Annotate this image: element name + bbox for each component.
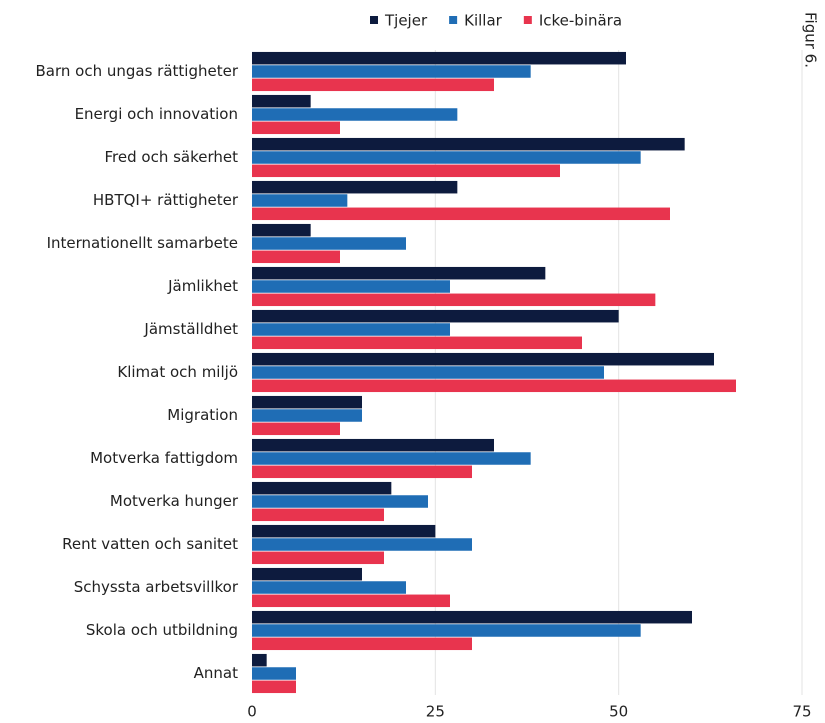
bar — [252, 508, 384, 522]
bar — [252, 624, 641, 637]
bar — [252, 594, 450, 608]
bar — [252, 180, 458, 194]
y-tick-label: Motverka hunger — [110, 492, 239, 510]
bar — [252, 293, 656, 307]
bar — [252, 323, 450, 336]
bar — [252, 280, 450, 293]
bar — [252, 94, 311, 108]
legend-swatch — [523, 16, 532, 24]
x-tick-label: 0 — [247, 703, 257, 721]
x-tick-label: 25 — [426, 703, 445, 721]
legend-label: Tjejer — [384, 12, 428, 30]
bar — [252, 207, 670, 221]
bar — [252, 121, 340, 135]
x-tick-label: 75 — [792, 703, 811, 721]
legend-label: Icke-binära — [539, 12, 622, 30]
legend-swatch — [449, 16, 458, 24]
bar — [252, 567, 362, 581]
bar — [252, 78, 494, 92]
bar — [252, 653, 267, 667]
bar — [252, 395, 362, 409]
bar — [252, 637, 472, 651]
y-tick-label: Fred och säkerhet — [105, 148, 239, 166]
bar — [252, 309, 619, 323]
legend-label: Killar — [464, 12, 503, 30]
y-tick-label: Klimat och miljö — [117, 363, 238, 381]
y-tick-label: Jämställdhet — [143, 320, 238, 338]
y-tick-label: Jämlikhet — [167, 277, 238, 295]
y-tick-label: Motverka fattigdom — [90, 449, 238, 467]
bar — [252, 151, 641, 164]
bar — [252, 379, 736, 393]
bar — [252, 237, 406, 250]
bar — [252, 680, 296, 694]
y-tick-label: HBTQI+ rättigheter — [93, 191, 239, 209]
bar — [252, 194, 348, 207]
bar — [252, 465, 472, 479]
bar — [252, 452, 531, 465]
bar — [252, 495, 428, 508]
bar — [252, 481, 392, 495]
bar — [252, 250, 340, 264]
bar — [252, 352, 714, 366]
bar — [252, 366, 604, 379]
bar — [252, 581, 406, 594]
bar — [252, 108, 458, 121]
bar — [252, 65, 531, 78]
bar — [252, 266, 546, 280]
y-tick-label: Barn och ungas rättigheter — [36, 62, 239, 80]
bar — [252, 223, 311, 237]
y-tick-label: Energi och innovation — [75, 105, 238, 123]
y-tick-label: Migration — [167, 406, 238, 424]
bar — [252, 164, 560, 178]
bar — [252, 336, 582, 350]
bar — [252, 422, 340, 436]
bar — [252, 438, 494, 452]
y-tick-label: Internationellt samarbete — [47, 234, 238, 252]
y-tick-label: Annat — [194, 664, 238, 682]
y-tick-label: Skola och utbildning — [86, 621, 238, 639]
bar — [252, 137, 685, 151]
bar — [252, 51, 626, 65]
bar — [252, 667, 296, 680]
bar — [252, 551, 384, 565]
bar — [252, 610, 692, 624]
y-tick-label: Schyssta arbetsvillkor — [74, 578, 239, 596]
legend-swatch — [370, 16, 378, 24]
bar — [252, 409, 362, 422]
bar — [252, 524, 436, 538]
side-label: Figur 6. — [802, 12, 820, 68]
y-tick-label: Rent vatten och sanitet — [62, 535, 238, 553]
x-tick-label: 50 — [609, 703, 628, 721]
bar — [252, 538, 472, 551]
